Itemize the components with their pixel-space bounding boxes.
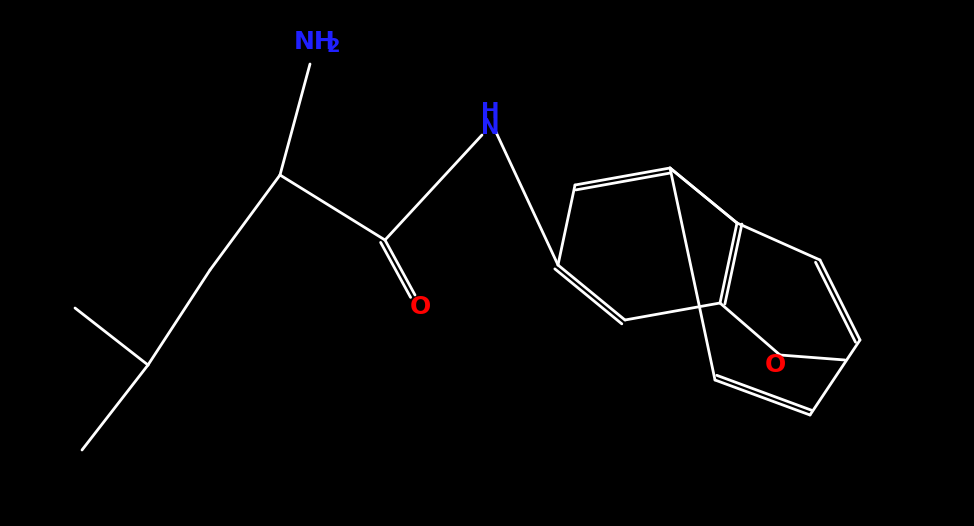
Text: O: O xyxy=(765,353,786,377)
Text: H
N: H N xyxy=(481,102,500,138)
Text: O: O xyxy=(409,295,431,319)
Text: 2: 2 xyxy=(326,37,340,56)
Text: NH: NH xyxy=(294,30,336,54)
